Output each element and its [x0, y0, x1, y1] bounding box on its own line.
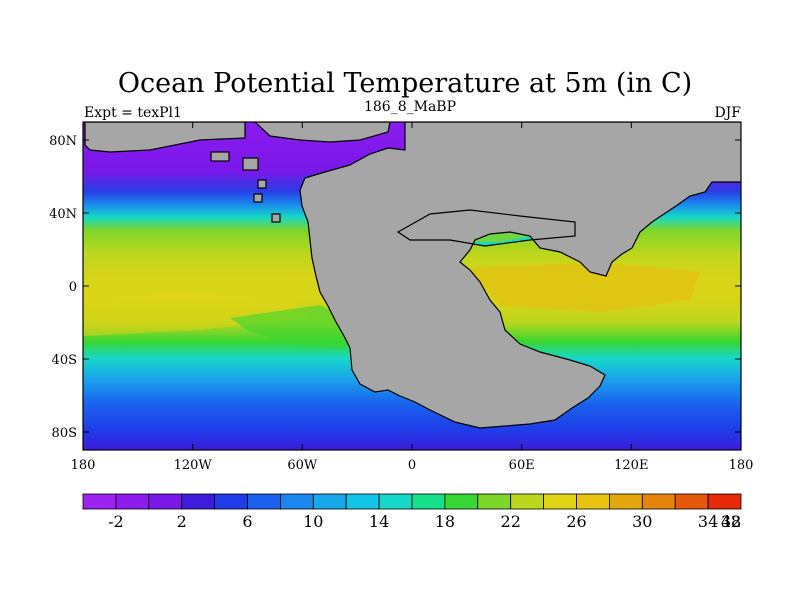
map-panel — [83, 122, 741, 450]
experiment-label: Expt = texPl1 — [84, 105, 182, 121]
season-label: DJF — [714, 105, 741, 121]
lon-label: 60W — [287, 458, 318, 473]
colorbar-cell — [181, 493, 215, 510]
lon-label: 120E — [614, 458, 648, 473]
lon-label: 60E — [509, 458, 535, 473]
colorbar-cell — [115, 493, 150, 510]
lon-label: 180 — [71, 458, 96, 473]
colorbar-cell — [148, 493, 183, 510]
colorbar-label: 22 — [501, 512, 521, 531]
landmass-main — [299, 122, 741, 429]
colorbar-label: 30 — [632, 512, 652, 531]
lat-label: 80S — [52, 426, 77, 441]
longitude-labels: 180 120W 60W 0 60E 120E 180 — [71, 458, 754, 473]
colorbar-cell — [345, 493, 380, 510]
colorbar-label: 14 — [369, 512, 389, 531]
colorbar-cell — [411, 493, 446, 510]
colorbar-label: 42 — [721, 512, 741, 531]
lat-label: 40S — [52, 353, 77, 368]
figure-title: Ocean Potential Temperature at 5m (in C) — [118, 68, 692, 99]
map-ticks — [82, 122, 742, 450]
island-c — [257, 179, 267, 189]
colorbar-label: 38 — [721, 512, 741, 531]
colorbar-cell — [510, 493, 545, 510]
colorbar-cell — [312, 493, 347, 510]
colorbar-cell — [214, 493, 248, 510]
lat-label: 80N — [49, 134, 77, 149]
colorbar-label: 34 — [698, 512, 718, 531]
colorbar-cell — [378, 493, 413, 510]
lon-label: 0 — [408, 458, 416, 473]
lat-label: 40N — [49, 207, 77, 222]
colorbar-cell — [444, 493, 479, 510]
colorbar-cell — [477, 493, 512, 510]
colorbar-label: 6 — [242, 512, 252, 531]
colorbar-label: 18 — [435, 512, 455, 531]
colorbar-cell — [707, 493, 742, 510]
warm-pool — [470, 262, 700, 312]
colorbar-cell — [641, 493, 676, 510]
lon-label: 120W — [174, 458, 213, 473]
colorbar-cell — [576, 493, 610, 510]
colorbar-label: -2 — [108, 512, 124, 531]
latitude-labels: 80N 40N 0 40S 80S — [49, 134, 77, 441]
cool-tongue — [230, 305, 352, 350]
colorbar-cell — [82, 493, 117, 510]
colorbar-cell — [247, 493, 281, 510]
colorbar-label: 10 — [303, 512, 323, 531]
colorbar-cell — [279, 493, 314, 510]
island-b — [242, 157, 259, 171]
colorbar — [82, 493, 742, 510]
island-a — [210, 151, 230, 162]
lon-label: 180 — [729, 458, 754, 473]
landmass-north-west — [84, 122, 246, 153]
island-e — [271, 213, 281, 223]
warm-tongue — [83, 290, 310, 336]
colorbar-cell — [609, 493, 643, 510]
colorbar-label: 26 — [566, 512, 586, 531]
colorbar-cell — [674, 493, 709, 510]
age-label: 186_8_MaBP — [364, 99, 456, 115]
colorbar-label: 2 — [177, 512, 187, 531]
land-masses — [84, 122, 741, 429]
inland-sea-outline — [396, 209, 576, 247]
island-d — [253, 193, 263, 203]
colorbar-cell — [543, 493, 577, 510]
lat-label: 0 — [69, 280, 77, 295]
landmass-north-center — [254, 122, 391, 143]
